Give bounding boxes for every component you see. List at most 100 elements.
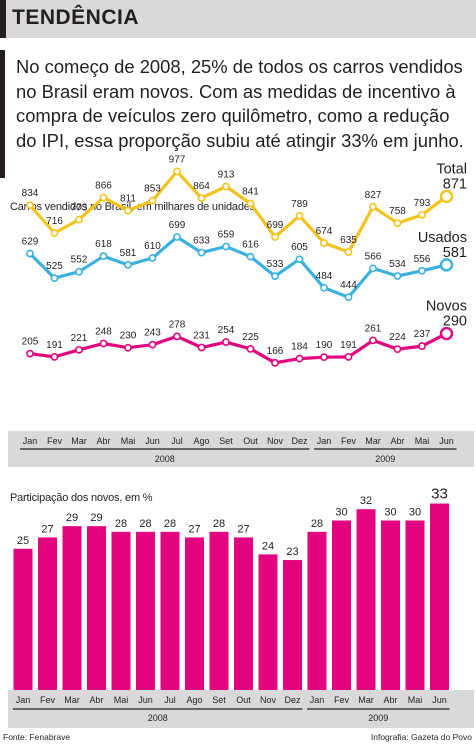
data-label: 533 — [267, 259, 284, 270]
month-label: Mai — [408, 695, 423, 705]
bar — [283, 560, 302, 690]
month-label: Mar — [64, 695, 80, 705]
month-label: Ago — [186, 695, 202, 705]
month-label: Jan — [16, 695, 31, 705]
data-label: 230 — [120, 331, 137, 342]
data-label: 977 — [169, 154, 186, 165]
month-label: Dez — [284, 695, 301, 705]
bar-value-label: 28 — [115, 518, 127, 530]
data-point — [271, 233, 279, 241]
data-point — [75, 267, 83, 276]
year-label: 2009 — [375, 454, 395, 464]
month-label: Mai — [114, 695, 129, 705]
data-label: 444 — [340, 280, 357, 291]
bar — [38, 537, 57, 690]
bar — [356, 509, 376, 690]
month-label: Jan — [23, 436, 38, 446]
data-label: 610 — [144, 241, 161, 252]
data-point — [271, 272, 279, 281]
data-label: 525 — [46, 261, 63, 272]
bar-value-label: 23 — [286, 546, 298, 558]
bar — [209, 531, 229, 690]
bar-value-label: 30 — [335, 507, 347, 519]
data-label: 659 — [218, 229, 235, 240]
bar-value-label: 30 — [384, 507, 396, 519]
data-point — [246, 344, 255, 353]
data-label: 699 — [267, 220, 284, 231]
data-point — [148, 196, 157, 205]
bar-value-label: 32 — [360, 495, 372, 507]
data-point — [75, 345, 83, 354]
data-point — [99, 193, 108, 202]
data-label: 827 — [365, 190, 382, 201]
bar — [87, 526, 106, 690]
bar — [258, 554, 278, 690]
bar — [234, 537, 253, 690]
data-label: 699 — [169, 220, 186, 231]
data-point — [50, 353, 59, 361]
data-point — [246, 252, 255, 261]
page-title: TENDÊNCIA — [12, 6, 140, 29]
data-label: 758 — [389, 206, 406, 217]
month-label: Nov — [260, 695, 277, 705]
data-point — [320, 283, 328, 292]
data-point — [295, 255, 304, 264]
month-label: Set — [212, 695, 226, 705]
data-point — [369, 336, 377, 345]
data-point — [173, 332, 181, 341]
bar-value-label: 33 — [431, 486, 448, 503]
bar — [185, 537, 204, 690]
bar — [381, 520, 400, 690]
data-label: 913 — [218, 170, 235, 181]
data-label: 484 — [316, 271, 333, 282]
month-label: Jan — [317, 436, 332, 446]
month-label: Jul — [171, 436, 183, 446]
data-point — [197, 248, 206, 257]
series-last-value-label: 581 — [443, 245, 467, 261]
header-accent — [0, 0, 6, 38]
data-label: 243 — [144, 328, 161, 339]
data-label: 225 — [242, 332, 259, 343]
bar — [430, 503, 449, 690]
bar — [307, 531, 327, 690]
bar-chart-title: Participação dos novos, em % — [10, 492, 153, 504]
data-label: 853 — [144, 184, 161, 195]
data-label: 811 — [120, 194, 136, 205]
data-point — [439, 258, 454, 272]
bar — [160, 531, 180, 690]
bar — [111, 531, 131, 690]
bar — [13, 548, 33, 690]
data-label: 534 — [389, 259, 406, 270]
data-point — [418, 266, 426, 275]
data-point — [295, 211, 304, 220]
month-label: Ago — [193, 436, 209, 446]
month-label: Fev — [341, 436, 357, 446]
series-last-value-label: 290 — [443, 314, 467, 330]
data-point — [295, 354, 304, 363]
series-line-total — [28, 169, 444, 254]
data-point — [344, 248, 353, 257]
data-point — [439, 189, 454, 204]
data-point — [124, 206, 132, 215]
data-point — [124, 260, 132, 269]
data-point — [173, 167, 181, 176]
month-label: Dez — [291, 436, 308, 446]
data-point — [124, 343, 132, 352]
data-label: 864 — [193, 181, 210, 192]
data-point — [393, 219, 402, 228]
data-point — [26, 201, 34, 210]
footer-credit: Infografia: Gazeta do Povo — [370, 732, 472, 742]
data-point — [50, 274, 59, 282]
bar-value-label: 30 — [409, 507, 421, 519]
data-label: 221 — [71, 333, 88, 344]
data-label: 793 — [414, 198, 431, 209]
data-label: 261 — [365, 323, 382, 334]
data-point — [393, 272, 402, 280]
bar-value-label: 24 — [262, 540, 274, 552]
data-label: 618 — [95, 239, 112, 250]
data-label: 633 — [193, 236, 210, 247]
intro-text: No começo de 2008, 25% de todos os carro… — [16, 56, 464, 151]
month-label: Mai — [415, 436, 430, 446]
bar — [62, 526, 82, 690]
month-label: Mai — [121, 436, 136, 446]
